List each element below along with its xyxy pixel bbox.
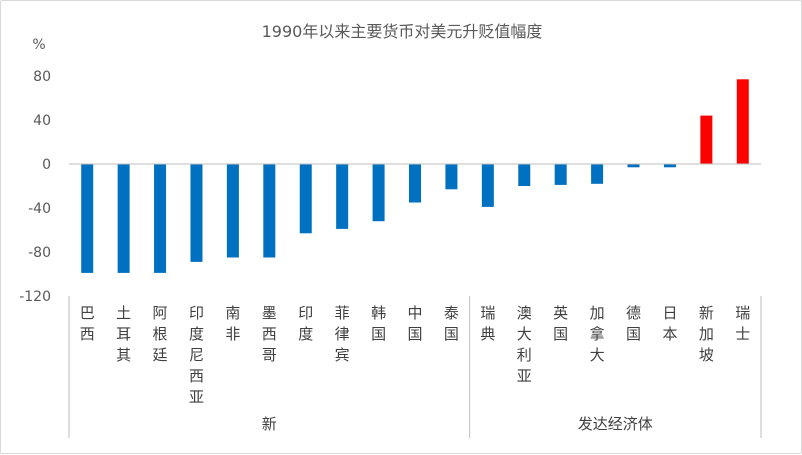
bar bbox=[226, 164, 239, 258]
y-tick-label: -120 bbox=[19, 289, 51, 305]
category-label: 泰国 bbox=[444, 304, 459, 343]
bar bbox=[663, 164, 676, 168]
bar bbox=[627, 164, 640, 168]
group-label: 新 bbox=[262, 415, 277, 433]
category-label: 德国 bbox=[626, 304, 641, 343]
chart-title: 1990年以来主要货币对美元升贬值幅度 bbox=[262, 22, 543, 41]
category-label: 瑞典 bbox=[480, 304, 495, 343]
category-label: 瑞士 bbox=[735, 304, 750, 343]
category-label: 阿根廷 bbox=[153, 304, 168, 364]
bar bbox=[263, 164, 276, 258]
y-tick-label: -80 bbox=[28, 245, 51, 261]
category-label: 南非 bbox=[225, 304, 240, 343]
group-label: 发达经济体 bbox=[578, 415, 653, 433]
bar bbox=[299, 164, 312, 234]
bar bbox=[736, 79, 749, 164]
category-label: 澳大利亚 bbox=[517, 304, 532, 385]
bar bbox=[336, 164, 349, 229]
bar bbox=[518, 164, 531, 186]
bar bbox=[117, 164, 130, 273]
category-label: 中国 bbox=[407, 304, 422, 343]
category-label: 墨西哥 bbox=[262, 304, 277, 364]
category-label: 韩国 bbox=[371, 304, 386, 343]
category-label: 巴西 bbox=[80, 304, 95, 343]
category-label: 印度 bbox=[298, 304, 313, 343]
bars bbox=[81, 79, 749, 273]
category-label: 土耳其 bbox=[116, 304, 131, 364]
y-tick-label: -40 bbox=[28, 201, 51, 217]
bar bbox=[554, 164, 567, 185]
category-label: 菲律宾 bbox=[335, 304, 350, 364]
bar bbox=[445, 164, 458, 190]
y-tick-label: 80 bbox=[33, 69, 51, 85]
y-axis-label: % bbox=[32, 37, 45, 53]
category-label: 日本 bbox=[662, 304, 677, 343]
bar bbox=[591, 164, 604, 184]
bar bbox=[372, 164, 385, 222]
y-axis: -120 -80 -40 0 40 80 bbox=[19, 69, 51, 305]
bar bbox=[190, 164, 203, 262]
y-tick-label: 40 bbox=[33, 113, 51, 129]
bar bbox=[409, 164, 421, 203]
category-label: 新加坡 bbox=[699, 304, 714, 364]
y-tick-label: 0 bbox=[42, 157, 51, 173]
bar bbox=[481, 164, 494, 207]
category-label: 英国 bbox=[553, 304, 568, 343]
bar bbox=[700, 115, 713, 164]
bar bbox=[81, 164, 94, 273]
category-label: 印度尼西亚 bbox=[189, 304, 204, 406]
category-label: 加拿大 bbox=[590, 304, 605, 364]
bar bbox=[154, 164, 167, 273]
